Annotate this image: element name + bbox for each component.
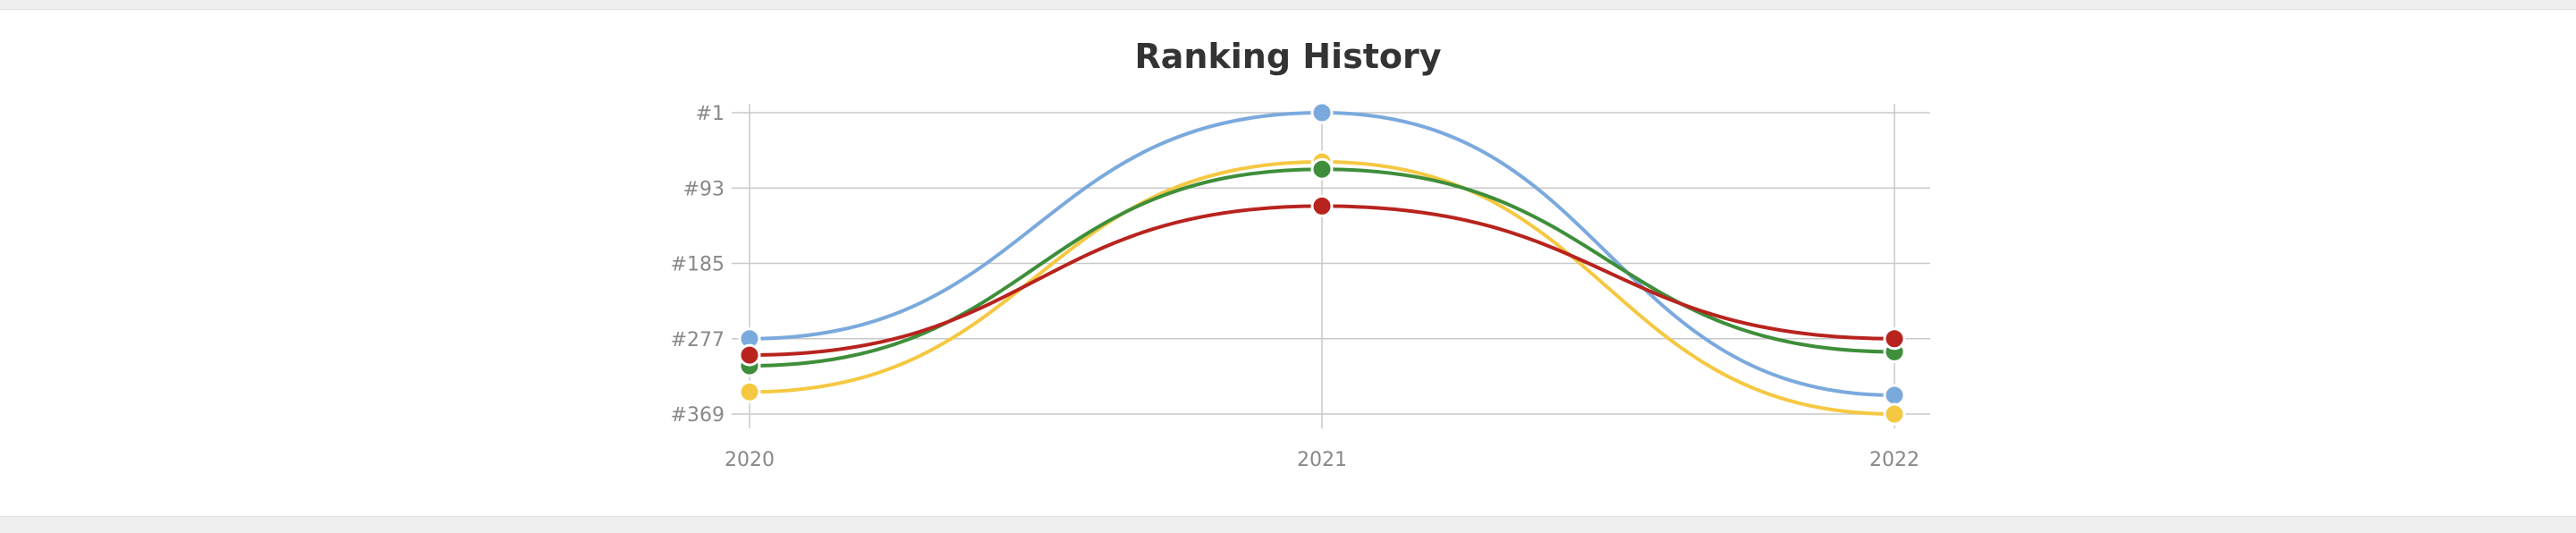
y-tick-label: #185	[671, 254, 724, 276]
series-1-point[interactable]	[1310, 101, 1334, 124]
series-4-point[interactable]	[738, 343, 761, 367]
series-2-point[interactable]	[1883, 402, 1906, 426]
series-4-point[interactable]	[1883, 327, 1906, 351]
point-layer	[738, 101, 1906, 426]
x-tick-label: 2020	[724, 449, 775, 471]
x-tick-label: 2021	[1297, 449, 1347, 471]
y-tick-label: #277	[671, 329, 724, 351]
series-1-point[interactable]	[1883, 384, 1906, 407]
grid-layer	[732, 104, 1930, 428]
series-3-point[interactable]	[1310, 157, 1334, 181]
series-2-point[interactable]	[738, 380, 761, 403]
y-tick-label: #1	[696, 103, 724, 125]
y-tick-label: #93	[683, 178, 724, 200]
series-4-point[interactable]	[1310, 194, 1334, 217]
chart-card: Ranking History #1 #93 #185 #277 #369 2020 202…	[0, 9, 2576, 517]
y-tick-label: #369	[671, 404, 724, 427]
x-tick-label: 2022	[1869, 449, 1919, 471]
chart-title: Ranking History	[1134, 37, 1442, 76]
